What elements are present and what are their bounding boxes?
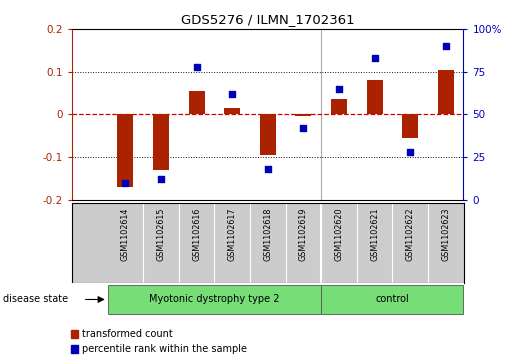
Bar — [438, 70, 454, 114]
Point — [264, 166, 272, 172]
Text: control: control — [375, 294, 409, 305]
Text: GSM1102621: GSM1102621 — [370, 207, 379, 261]
Text: GSM1102622: GSM1102622 — [406, 207, 415, 261]
Text: GSM1102618: GSM1102618 — [263, 207, 272, 261]
Bar — [367, 80, 383, 114]
Bar — [117, 114, 133, 187]
Bar — [296, 114, 312, 117]
Title: GDS5276 / ILMN_1702361: GDS5276 / ILMN_1702361 — [181, 13, 355, 26]
Text: GSM1102619: GSM1102619 — [299, 207, 308, 261]
Text: GSM1102617: GSM1102617 — [228, 207, 237, 261]
Bar — [260, 114, 276, 155]
Bar — [321, 285, 464, 314]
Bar — [402, 114, 418, 138]
Text: GSM1102623: GSM1102623 — [441, 207, 450, 261]
Point — [406, 149, 414, 155]
Bar — [108, 285, 321, 314]
Text: Myotonic dystrophy type 2: Myotonic dystrophy type 2 — [149, 294, 280, 305]
Point — [299, 125, 307, 131]
Bar — [331, 99, 347, 114]
Point — [370, 55, 379, 61]
Text: GSM1102615: GSM1102615 — [157, 207, 165, 261]
Point — [157, 176, 165, 182]
Point — [228, 91, 236, 97]
Point — [335, 86, 343, 91]
Text: disease state: disease state — [3, 294, 67, 305]
Point — [441, 43, 450, 49]
Point — [122, 180, 130, 185]
Text: GSM1102620: GSM1102620 — [334, 207, 344, 261]
Bar — [153, 114, 169, 170]
Text: GSM1102616: GSM1102616 — [192, 207, 201, 261]
Point — [193, 64, 201, 69]
Text: GSM1102614: GSM1102614 — [121, 207, 130, 261]
Legend: transformed count, percentile rank within the sample: transformed count, percentile rank withi… — [66, 326, 251, 358]
Bar — [188, 91, 204, 114]
Bar — [224, 108, 240, 114]
